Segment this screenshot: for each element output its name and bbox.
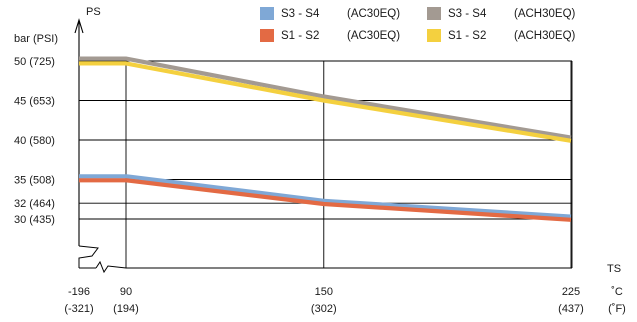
series-s3-s4-ac30eq-line bbox=[79, 174, 572, 219]
tick-labels: 30 (435) 32 (464) 35 (508) 40 (580) 45 (653)… bbox=[14, 6, 626, 315]
x-tick-sublabel: (-321) bbox=[64, 303, 93, 315]
legend-series-code: (ACH30EQ) bbox=[514, 7, 576, 20]
legend-item-s1-s2-ach30eq: S1 - S2 (ACH30EQ) bbox=[427, 29, 575, 42]
legend-item-s3-s4-ach30eq: S3 - S4 (ACH30EQ) bbox=[427, 7, 575, 20]
x-tick-sublabel: (437) bbox=[558, 303, 584, 315]
series-s3-s4-ach30eq-line bbox=[79, 56, 572, 140]
legend-series-name: S3 - S4 bbox=[448, 7, 487, 20]
x-axis-unit: ˚C bbox=[611, 286, 623, 298]
legend-item-s1-s2-ac30eq: S1 - S2 (AC30EQ) bbox=[260, 29, 400, 42]
legend-series-code: (AC30EQ) bbox=[347, 29, 401, 42]
legend-series-code: (AC30EQ) bbox=[347, 7, 401, 20]
x-axis-break bbox=[95, 260, 127, 274]
x-tick-label: 225 bbox=[562, 286, 580, 298]
legend-swatch bbox=[260, 7, 274, 20]
grid-lines bbox=[79, 60, 572, 268]
series-s1-s2-ach30eq-line bbox=[79, 61, 572, 143]
series-s1-s2-ac30eq-line bbox=[79, 178, 572, 222]
series-lines bbox=[79, 56, 572, 222]
y-axis-break bbox=[78, 245, 99, 268]
x-axis-name: TS bbox=[607, 263, 621, 275]
legend-series-name: S1 - S2 bbox=[281, 29, 320, 42]
y-tick-label: 35 (508) bbox=[14, 175, 55, 187]
x-tick-sublabel: (302) bbox=[311, 303, 337, 315]
x-tick-label: -196 bbox=[68, 286, 90, 298]
legend-swatch bbox=[427, 29, 441, 42]
y-tick-label: 45 (653) bbox=[14, 96, 55, 108]
legend-swatch bbox=[260, 29, 274, 42]
axes bbox=[74, 18, 573, 274]
y-axis-arrow bbox=[74, 18, 84, 34]
legend-swatch bbox=[427, 7, 441, 20]
x-tick-sublabel: (194) bbox=[113, 303, 139, 315]
y-tick-label: 32 (464) bbox=[14, 198, 55, 210]
y-tick-label: 50 (725) bbox=[14, 56, 55, 68]
legend-series-code: (ACH30EQ) bbox=[514, 29, 576, 42]
legend-series-name: S3 - S4 bbox=[281, 7, 320, 20]
x-axis-unit-alt: (˚F) bbox=[608, 303, 626, 315]
legend: S3 - S4 (AC30EQ) S1 - S2 (AC30EQ) S3 - S… bbox=[260, 7, 620, 47]
y-tick-label: 40 (580) bbox=[14, 135, 55, 147]
x-tick-label: 90 bbox=[120, 286, 132, 298]
legend-item-s3-s4-ac30eq: S3 - S4 (AC30EQ) bbox=[260, 7, 400, 20]
x-tick-label: 150 bbox=[315, 286, 333, 298]
y-axis-unit: bar (PSI) bbox=[14, 33, 58, 45]
y-axis-name: PS bbox=[86, 6, 101, 18]
legend-series-name: S1 - S2 bbox=[448, 29, 487, 42]
y-tick-label: 30 (435) bbox=[14, 214, 55, 226]
